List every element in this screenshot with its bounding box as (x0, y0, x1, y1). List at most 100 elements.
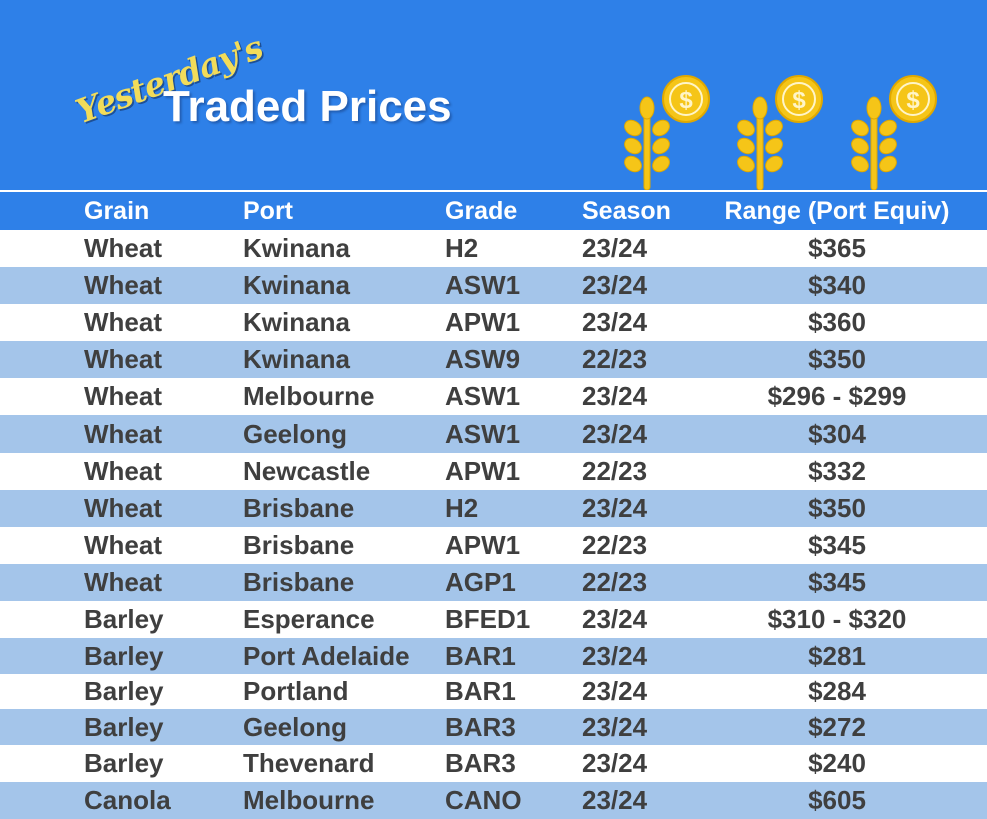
cell-grade: BAR3 (445, 748, 516, 778)
cell-range: $332 (808, 456, 866, 486)
table-header: Grain Port Grade Season Range (Port Equi… (0, 192, 987, 230)
table-row: Canola Melbourne CANO 23/24 $605 (0, 782, 987, 819)
cell-port: Esperance (243, 604, 375, 634)
cell-port: Kwinana (243, 270, 350, 300)
header-grain: Grain (84, 196, 150, 225)
table-row: Wheat Newcastle APW1 22/23 $332 (0, 453, 987, 490)
cell-grade: ASW1 (445, 270, 521, 300)
table-row: Wheat Melbourne ASW1 23/24 $296 - $299 (0, 378, 987, 415)
cell-port: Geelong (243, 711, 348, 742)
cell-season: 23/24 (582, 711, 648, 742)
cell-grade: BAR1 (445, 676, 516, 706)
cell-range: $345 (808, 530, 866, 560)
table-row: Wheat Kwinana ASW9 22/23 $350 (0, 341, 987, 378)
page-title: Traded Prices (163, 82, 452, 131)
table-row: Wheat Brisbane H2 23/24 $350 (0, 490, 987, 527)
cell-grain: Wheat (84, 418, 162, 449)
cell-season: 22/23 (582, 567, 648, 597)
cell-port: Melbourne (243, 381, 375, 411)
cell-grade: ASW1 (445, 381, 521, 411)
svg-text:$: $ (792, 87, 806, 114)
table-row: Wheat Kwinana ASW1 23/24 $340 (0, 267, 987, 304)
cell-grade: BFED1 (445, 604, 531, 634)
cell-grade: BAR3 (445, 711, 516, 742)
cell-season: 22/23 (582, 344, 648, 374)
table-row: Barley Thevenard BAR3 23/24 $240 (0, 745, 987, 782)
cell-grade: H2 (445, 233, 479, 263)
cell-season: 23/24 (582, 785, 648, 815)
cell-grain: Wheat (84, 456, 162, 486)
wheat-coin-icon: $ (851, 75, 937, 190)
cell-range: $345 (808, 567, 866, 597)
cell-range: $350 (808, 493, 866, 523)
cell-range: $296 - $299 (767, 381, 907, 411)
header-divider (0, 190, 987, 192)
cell-range: $281 (808, 640, 866, 671)
cell-port: Geelong (243, 418, 348, 449)
cell-season: 23/24 (582, 307, 648, 337)
cell-port: Brisbane (243, 530, 355, 560)
wheat-coin-icon: $ (624, 75, 710, 190)
header-range: Range (Port Equiv) (724, 196, 950, 225)
cell-season: 23/24 (582, 418, 648, 449)
cell-range: $310 - $320 (767, 604, 907, 634)
cell-port: Kwinana (243, 344, 350, 374)
cell-grain: Wheat (84, 493, 162, 523)
svg-text:$: $ (906, 87, 920, 114)
cell-grain: Wheat (84, 270, 162, 300)
cell-range: $340 (808, 270, 866, 300)
cell-grain: Wheat (84, 381, 162, 411)
header-grade: Grade (445, 196, 518, 225)
cell-grade: APW1 (445, 530, 521, 560)
table-row: Barley Portland BAR1 23/24 $284 (0, 674, 987, 709)
cell-grain: Wheat (84, 307, 162, 337)
cell-range: $304 (808, 418, 866, 449)
cell-grade: ASW1 (445, 418, 521, 449)
cell-season: 22/23 (582, 530, 648, 560)
cell-grain: Barley (84, 604, 164, 634)
cell-grain: Wheat (84, 567, 162, 597)
cell-grain: Barley (84, 640, 164, 671)
table-row: Barley Esperance BFED1 23/24 $310 - $320 (0, 601, 987, 638)
header-banner: Yesterday's Traded Prices $ (0, 0, 987, 190)
cell-grade: BAR1 (445, 640, 516, 671)
cell-port: Kwinana (243, 307, 350, 337)
cell-port: Kwinana (243, 233, 350, 263)
cell-grade: AGP1 (445, 567, 516, 597)
cell-range: $605 (808, 785, 866, 815)
cell-season: 23/24 (582, 748, 648, 778)
cell-range: $272 (808, 711, 866, 742)
cell-grain: Barley (84, 711, 164, 742)
cell-grain: Wheat (84, 530, 162, 560)
cell-port: Portland (243, 676, 349, 706)
cell-season: 23/24 (582, 270, 648, 300)
table-row: Wheat Brisbane APW1 22/23 $345 (0, 527, 987, 564)
table-row: Barley Port Adelaide BAR1 23/24 $281 (0, 638, 987, 674)
cell-season: 23/24 (582, 381, 648, 411)
cell-grade: APW1 (445, 456, 521, 486)
cell-grain: Wheat (84, 344, 162, 374)
cell-grade: H2 (445, 493, 479, 523)
table-row: Wheat Geelong ASW1 23/24 $304 (0, 415, 987, 453)
cell-grain: Barley (84, 748, 164, 778)
table-row: Wheat Kwinana H2 23/24 $365 (0, 230, 987, 267)
cell-range: $240 (808, 748, 866, 778)
cell-grade: CANO (445, 785, 522, 815)
cell-grain: Barley (84, 676, 164, 706)
cell-port: Port Adelaide (243, 640, 410, 671)
cell-range: $360 (808, 307, 866, 337)
header-port: Port (243, 196, 293, 225)
cell-port: Newcastle (243, 456, 371, 486)
cell-port: Melbourne (243, 785, 375, 815)
table-row: Wheat Brisbane AGP1 22/23 $345 (0, 564, 987, 601)
cell-port: Brisbane (243, 567, 355, 597)
cell-range: $365 (808, 233, 866, 263)
table-row: Wheat Kwinana APW1 23/24 $360 (0, 304, 987, 341)
table-row: Barley Geelong BAR3 23/24 $272 (0, 709, 987, 745)
cell-season: 23/24 (582, 604, 648, 634)
cell-grade: ASW9 (445, 344, 521, 374)
cell-season: 22/23 (582, 456, 648, 486)
cell-grain: Canola (84, 785, 171, 815)
cell-range: $350 (808, 344, 866, 374)
